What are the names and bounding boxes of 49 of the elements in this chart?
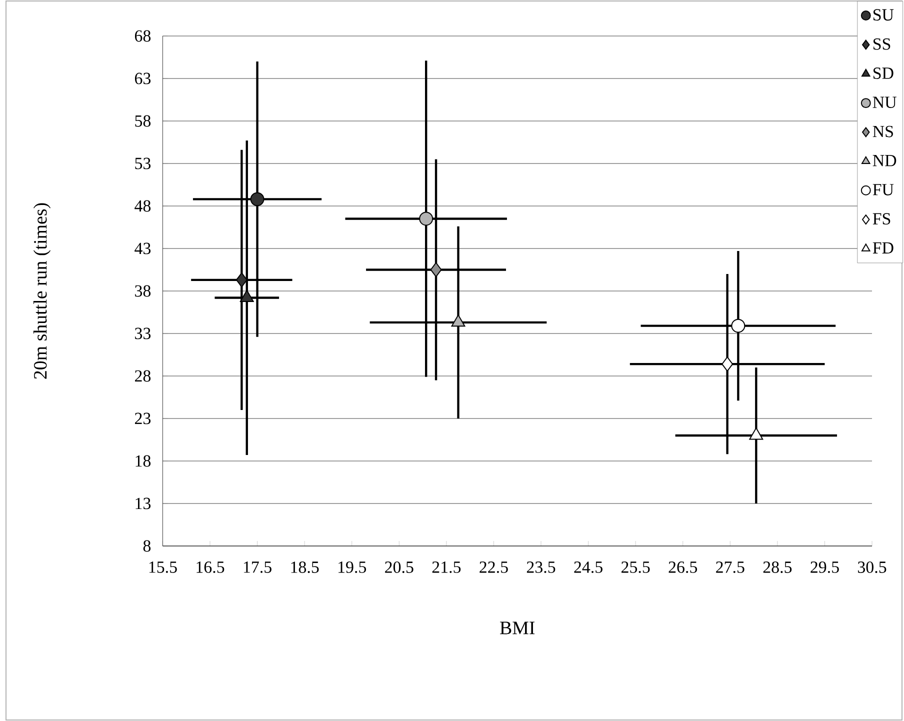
legend-label: SD: [873, 68, 894, 79]
point: [236, 272, 248, 288]
point: [722, 356, 734, 372]
legend-label: FD: [872, 242, 894, 254]
legend-label: FS: [872, 213, 890, 225]
x-tick-label: 22.5: [480, 562, 508, 573]
y-tick-label: 53: [135, 158, 151, 170]
legend-label: SU: [873, 9, 894, 21]
point: [419, 212, 434, 226]
y-tick-label: 48: [134, 200, 151, 212]
y-tick-label: 23: [135, 412, 151, 424]
y-tick-label: 28: [135, 370, 151, 382]
point: [731, 318, 746, 333]
y-tick-label: 13: [136, 498, 151, 510]
point: [250, 192, 264, 206]
x-tick-label: 28.5: [763, 562, 792, 573]
x-tick-label: 25.5: [622, 562, 650, 573]
x-tick-label: 23.5: [526, 562, 556, 573]
legend-label: FU: [872, 184, 894, 196]
x-tick-label: 16.5: [196, 562, 224, 573]
point: [451, 314, 466, 327]
x-tick-label: 18.5: [291, 562, 319, 573]
x-tick-label: 24.5: [574, 562, 602, 573]
x-tick-label: 19.5: [338, 562, 366, 573]
y-tick-label: 63: [134, 72, 151, 84]
x-tick-label: 20.5: [385, 562, 414, 573]
y-tick-label: 58: [135, 115, 151, 127]
point: [240, 290, 254, 302]
point: [430, 262, 442, 278]
y-tick-label: 33: [135, 328, 151, 340]
legend-label: NS: [872, 126, 893, 138]
legend-label: ND: [872, 155, 896, 166]
x-tick-label: 21.5: [432, 562, 461, 573]
x-tick-label: 30.5: [858, 562, 886, 573]
x-tick-label: 29.5: [810, 562, 839, 573]
point: [749, 428, 764, 440]
y-tick-label: 43: [134, 242, 151, 254]
y-axis-title: 20m shuttle run (times): [33, 203, 51, 379]
x-tick-label: 26.5: [668, 562, 698, 573]
x-axis-title: BMI: [500, 622, 535, 634]
y-tick-label: 18: [136, 455, 151, 467]
y-tick-label: 38: [135, 285, 151, 297]
x-tick-label: 15.5: [149, 561, 177, 573]
legend-label: NU: [872, 96, 896, 108]
y-tick-label: 68: [134, 30, 151, 42]
x-tick-label: 17.5: [244, 561, 272, 573]
x-tick-label: 27.5: [716, 562, 744, 573]
legend-label: SS: [873, 38, 890, 50]
y-tick-label: 8: [143, 540, 151, 552]
